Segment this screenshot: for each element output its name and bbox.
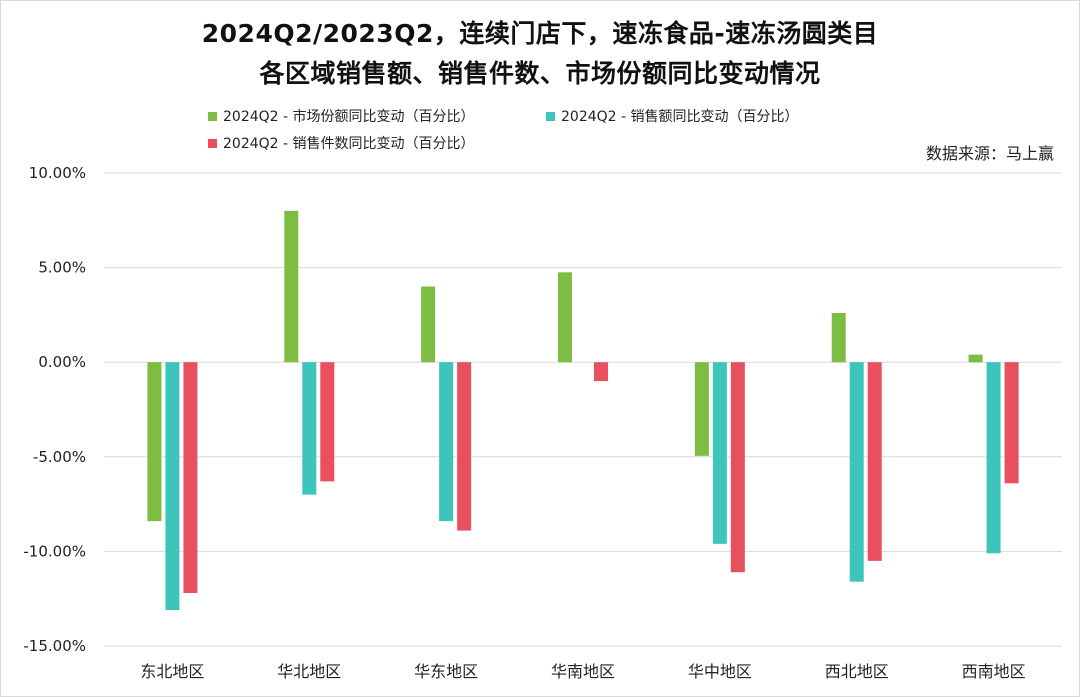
bar-sales-units xyxy=(320,362,335,482)
legend-swatch-sales-units xyxy=(208,138,217,148)
legend-item-sales-units: 2024Q2 - 销售件数同比变动（百分比） xyxy=(208,133,475,153)
bar-sales-units xyxy=(867,362,882,561)
bar-market-share xyxy=(421,286,436,363)
bar-sales-amount xyxy=(165,362,180,611)
x-category-label: 华北地区 xyxy=(277,662,341,681)
legend-label-sales-amount: 2024Q2 - 销售额同比变动（百分比） xyxy=(561,109,799,125)
bar-sales-units xyxy=(594,362,608,382)
chart-title-line1: 2024Q2/2023Q2，连续门店下，速冻食品-速冻汤圆类目 xyxy=(201,19,879,48)
x-category-label: 华东地区 xyxy=(414,662,478,681)
legend-swatch-sales-amount xyxy=(546,111,555,121)
legend-item-market-share: 2024Q2 - 市场份额同比变动（百分比） xyxy=(208,106,475,126)
legend-swatch-market-share xyxy=(208,111,217,121)
x-category-label: 华南地区 xyxy=(551,662,615,681)
data-source-note: 数据来源：马上赢 xyxy=(925,144,1054,163)
bar-market-share xyxy=(831,313,846,363)
bar-market-share xyxy=(694,362,709,456)
y-tick-label: -5.00% xyxy=(33,448,86,466)
legend-item-sales-amount: 2024Q2 - 销售额同比变动（百分比） xyxy=(546,106,799,126)
x-category-label: 华中地区 xyxy=(688,662,752,681)
bar-sales-amount xyxy=(986,362,1001,554)
y-tick-label: 10.00% xyxy=(29,164,86,182)
bar-sales-amount xyxy=(712,362,727,544)
bar-sales-amount xyxy=(302,362,317,495)
bar-sales-amount xyxy=(849,362,864,582)
y-tick-label: 0.00% xyxy=(38,353,86,371)
x-category-label: 东北地区 xyxy=(140,662,204,681)
bar-market-share xyxy=(968,354,983,363)
bar-sales-amount xyxy=(439,362,454,522)
legend-label-market-share: 2024Q2 - 市场份额同比变动（百分比） xyxy=(223,109,475,125)
y-tick-label: -10.00% xyxy=(23,542,86,560)
chart-title-line2: 各区域销售额、销售件数、市场份额同比变动情况 xyxy=(259,59,821,88)
x-category-label: 西南地区 xyxy=(962,662,1026,681)
bar-market-share xyxy=(284,210,299,363)
bar-sales-units xyxy=(730,362,745,573)
y-tick-label: -15.00% xyxy=(23,637,86,655)
bar-market-share xyxy=(558,272,572,363)
x-category-label: 西北地区 xyxy=(825,662,889,681)
bar-sales-units xyxy=(1004,362,1019,484)
y-tick-label: 5.00% xyxy=(38,259,86,277)
bar-market-share xyxy=(147,362,162,522)
bar-sales-units xyxy=(457,362,472,531)
legend-label-sales-units: 2024Q2 - 销售件数同比变动（百分比） xyxy=(223,136,475,152)
bar-sales-units xyxy=(183,362,198,594)
